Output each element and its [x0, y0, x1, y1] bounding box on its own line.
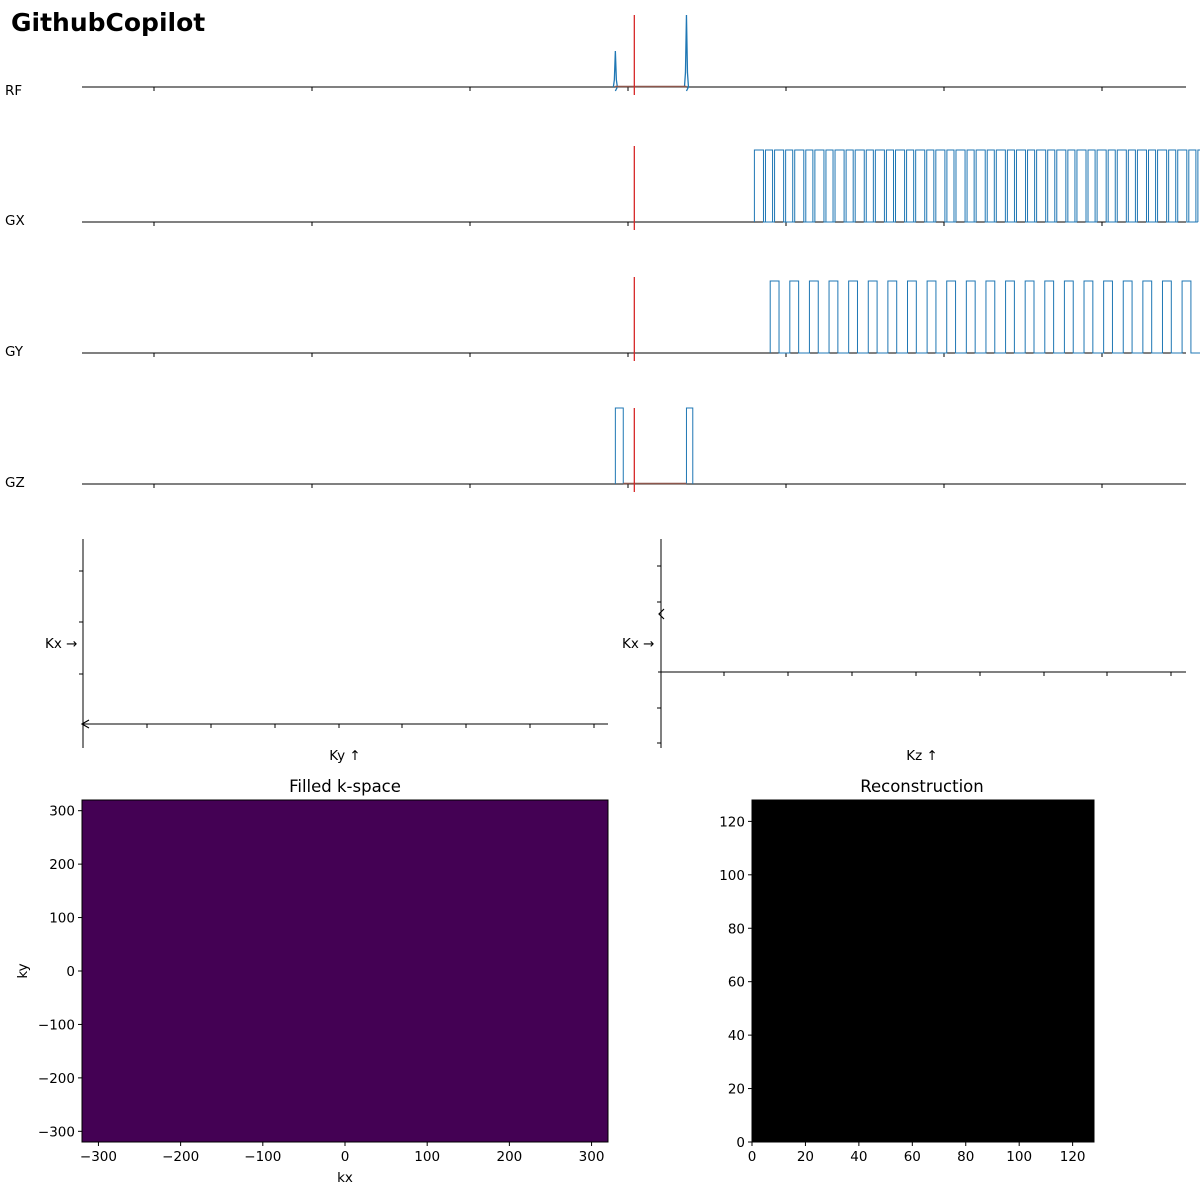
x-tick-label: 200 [496, 1149, 522, 1165]
trajectory-marker [658, 608, 665, 620]
y-tick-label: 20 [728, 1082, 745, 1098]
kx-ky-trajectory-panel [79, 539, 608, 748]
rf-waveform-panel [82, 14, 1186, 95]
x-tick-label: 80 [957, 1149, 974, 1165]
gx-waveform-panel [82, 146, 1200, 230]
trajectory-marker [80, 719, 90, 729]
y-tick-label: 200 [49, 857, 75, 873]
x-tick-label: 60 [904, 1149, 921, 1165]
rf-pulse [683, 14, 690, 92]
rf-pulse [612, 50, 619, 92]
y-tick-label: 120 [719, 814, 745, 830]
kx-kz-trajectory-panel [657, 539, 1186, 748]
gradient-pulse-train [753, 149, 1200, 223]
app-title: GithubCopilot [11, 8, 205, 37]
reconstruction-axes: 0 20 40 60 80 100 120 0 20 40 60 80 100 120 [719, 799, 1095, 1165]
gradient-pulse-train [769, 280, 1200, 354]
y-tick-label: −100 [38, 1017, 75, 1033]
gy-waveform-panel [82, 277, 1200, 361]
gx-channel-label: GX [5, 213, 25, 229]
x-tick-label: 20 [797, 1149, 814, 1165]
x-tick-label: −200 [162, 1149, 199, 1165]
gradient-block [614, 407, 624, 484]
y-tick-label: 40 [728, 1028, 745, 1044]
y-tick-label: 100 [719, 868, 745, 884]
kxkz-ylabel: Kx → [622, 636, 654, 652]
x-tick-label: 100 [414, 1149, 440, 1165]
kxky-xlabel: Ky ↑ [329, 748, 360, 764]
kspace-axes: −300 −200 −100 0 100 200 300 −300 −200 −100 0 100 20… [38, 799, 609, 1165]
gradient-block [685, 407, 694, 484]
x-tick-label: 120 [1060, 1149, 1086, 1165]
kspace-heatmap [82, 800, 608, 1142]
y-tick-label: 100 [49, 911, 75, 927]
x-tick-label: −100 [244, 1149, 281, 1165]
gy-channel-label: GY [5, 344, 24, 360]
y-tick-label: 0 [66, 964, 75, 980]
x-tick-label: −300 [80, 1149, 117, 1165]
recon-title: Reconstruction [860, 777, 983, 796]
x-tick-label: 0 [341, 1149, 350, 1165]
kxky-ylabel: Kx → [45, 636, 77, 652]
gz-channel-label: GZ [5, 475, 25, 491]
y-tick-label: 60 [728, 975, 745, 991]
x-tick-label: 0 [748, 1149, 757, 1165]
kxkz-xlabel: Kz ↑ [906, 748, 938, 764]
y-tick-label: 80 [728, 921, 745, 937]
y-tick-label: −200 [38, 1071, 75, 1087]
rf-channel-label: RF [5, 83, 22, 99]
x-tick-label: 100 [1006, 1149, 1032, 1165]
gz-waveform-panel [82, 407, 1186, 492]
x-tick-label: 300 [579, 1149, 605, 1165]
kspace-title: Filled k-space [289, 777, 401, 796]
y-tick-label: 300 [49, 804, 75, 820]
y-tick-label: −300 [38, 1124, 75, 1140]
y-tick-label: 0 [736, 1135, 745, 1151]
kspace-xlabel: kx [337, 1170, 353, 1186]
kspace-ylabel: ky [15, 963, 31, 978]
plot-frame [751, 799, 1095, 1143]
reconstruction-image [752, 800, 1094, 1142]
x-tick-label: 40 [850, 1149, 867, 1165]
